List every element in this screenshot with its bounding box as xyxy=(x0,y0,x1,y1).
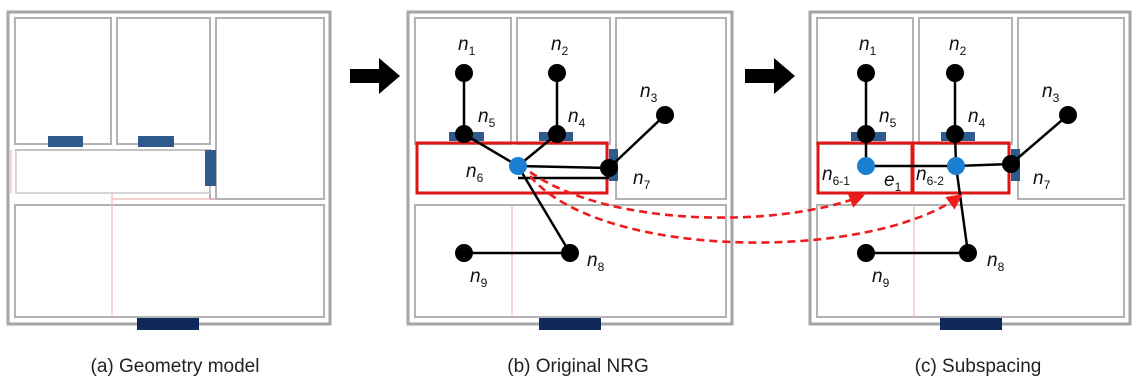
caption-b: (b) Original NRG xyxy=(507,356,648,377)
label-n5: n5 xyxy=(879,106,897,130)
panel-geometry-model: (a) Geometry model xyxy=(6,10,332,377)
node-n1 xyxy=(857,64,875,82)
caption-c: (c) Subspacing xyxy=(915,356,1042,377)
room-right xyxy=(215,17,325,200)
node-n6 xyxy=(509,157,527,175)
label-n8: n8 xyxy=(987,250,1005,274)
label-n6-2: n6-2 xyxy=(916,164,944,188)
node-n3 xyxy=(1059,106,1077,124)
room-bottom xyxy=(14,204,325,318)
edge xyxy=(955,162,1012,168)
node-n9 xyxy=(857,244,875,262)
door xyxy=(205,150,216,186)
mapping-arrow-to-n6-1 xyxy=(529,170,865,219)
node-n2 xyxy=(946,64,964,82)
node-n5 xyxy=(455,125,473,143)
edge xyxy=(463,132,519,168)
panel-subspacing: n1 n2 n3 n4 n5 n6-1 e1 n6-2 n7 n8 n9 (c)… xyxy=(808,10,1132,377)
label-n8: n8 xyxy=(587,250,605,274)
label-n5: n5 xyxy=(478,106,496,130)
edge xyxy=(608,114,666,169)
node-n4 xyxy=(946,125,964,143)
room-top-left xyxy=(14,17,112,145)
node-labels: n1 n2 n3 n4 n5 n6-1 e1 n6-2 n7 n8 n9 xyxy=(822,34,1060,290)
main-entrance-door xyxy=(539,318,601,330)
edge xyxy=(516,165,572,254)
label-n3: n3 xyxy=(640,81,658,105)
node-n1 xyxy=(455,64,473,82)
graph-nodes xyxy=(857,64,1077,262)
label-n4: n4 xyxy=(968,106,986,130)
right-arrow-icon xyxy=(745,58,795,94)
door xyxy=(138,136,174,147)
node-n9 xyxy=(455,244,473,262)
label-n7: n7 xyxy=(633,168,651,192)
node-n7 xyxy=(600,159,618,177)
node-n6-2 xyxy=(947,157,965,175)
node-n4 xyxy=(548,125,566,143)
door xyxy=(48,136,83,147)
main-entrance-door xyxy=(940,318,1002,330)
graph-edges xyxy=(462,73,666,255)
label-n4: n4 xyxy=(568,106,586,130)
room-top-middle xyxy=(918,17,1013,145)
node-n8 xyxy=(959,244,977,262)
graph-nodes xyxy=(455,64,674,262)
label-n6: n6 xyxy=(466,161,484,185)
node-labels: n1 n2 n3 n4 n5 n6 n7 n8 n9 xyxy=(458,34,658,290)
node-n5 xyxy=(857,125,875,143)
label-n3: n3 xyxy=(1042,81,1060,105)
edge xyxy=(517,164,610,170)
label-n9: n9 xyxy=(872,266,890,290)
edge xyxy=(1010,114,1069,165)
mapping-arrow-to-n6-2 xyxy=(529,175,963,244)
main-entrance-door xyxy=(137,318,199,330)
panel-original-nrg: n1 n2 n3 n4 n5 n6 n7 n8 n9 (b) Original … xyxy=(406,10,734,377)
node-n8 xyxy=(561,244,579,262)
label-e1: e1 xyxy=(884,170,902,194)
node-n7 xyxy=(1002,155,1020,173)
node-n3 xyxy=(656,106,674,124)
label-n9: n9 xyxy=(470,266,488,290)
room-top-middle xyxy=(516,17,611,145)
label-n6-1: n6-1 xyxy=(822,164,850,188)
node-n6-1 xyxy=(857,157,875,175)
node-n2 xyxy=(548,64,566,82)
label-n2: n2 xyxy=(949,34,967,58)
right-arrow-icon xyxy=(350,58,400,94)
label-n7: n7 xyxy=(1033,168,1051,192)
label-n1: n1 xyxy=(458,34,476,58)
room-top-middle xyxy=(116,17,211,145)
label-n2: n2 xyxy=(551,34,569,58)
label-n1: n1 xyxy=(859,34,877,58)
caption-a: (a) Geometry model xyxy=(91,356,260,377)
